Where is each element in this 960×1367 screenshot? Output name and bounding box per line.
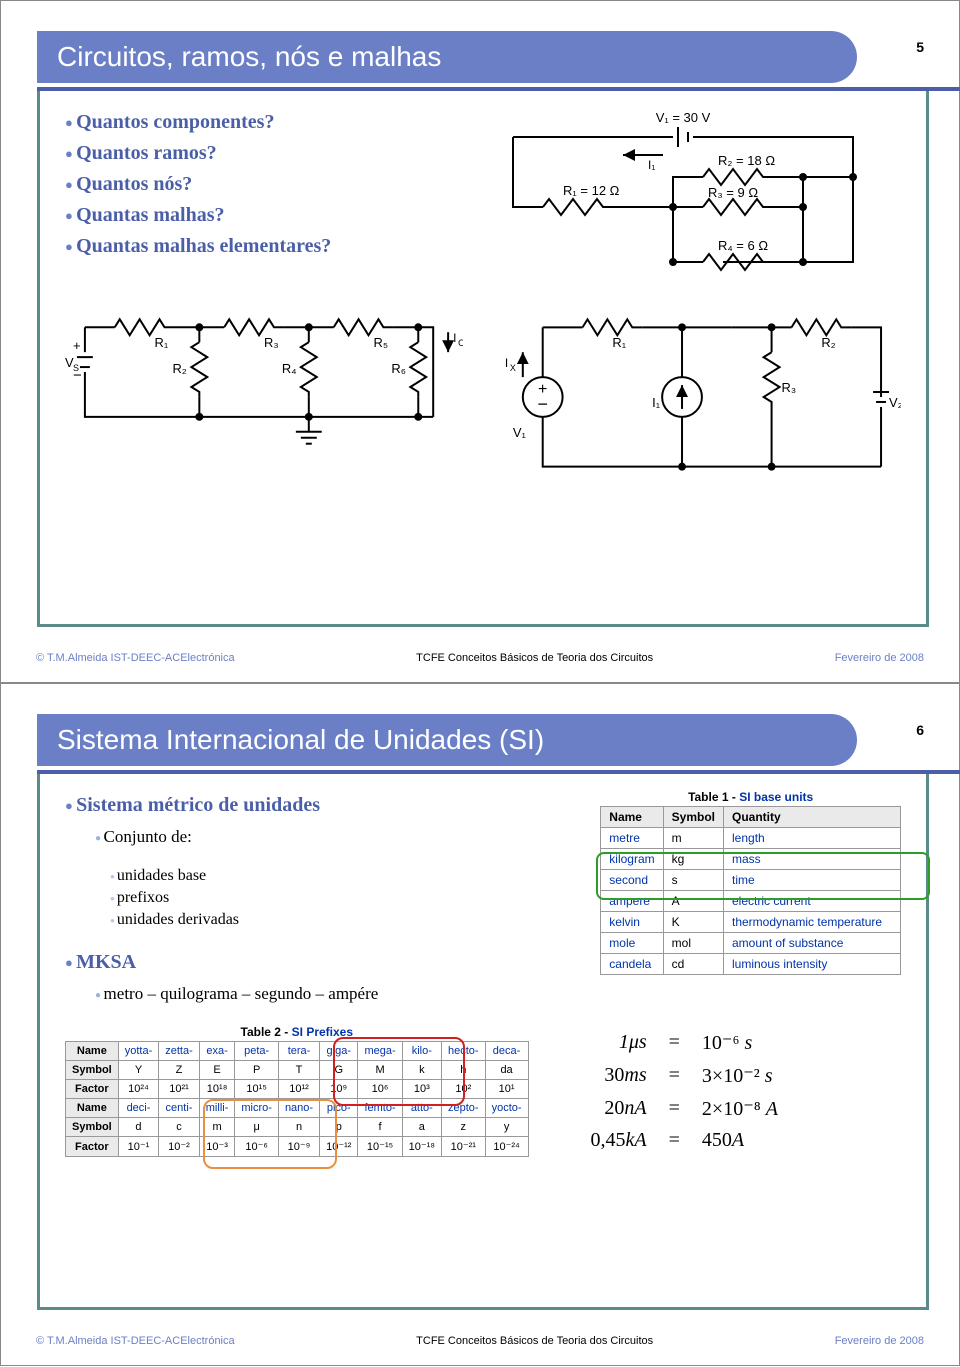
question-item: Quantas malhas elementares? [65,231,473,262]
label-r3: R₃ = 9 Ω [708,185,758,200]
svg-text:O: O [458,338,463,348]
label-r2: R₂ = 18 Ω [718,153,775,168]
slide-frame: Sistema métrico de unidades Conjunto de:… [37,770,929,1310]
th: Quantity [724,807,901,828]
si-prefixes-table: Nameyotta-zetta-exa-peta-tera-giga-mega-… [65,1041,529,1157]
slide-2: 6 Sistema Internacional de Unidades (SI)… [0,683,960,1366]
table2-caption: Table 2 - SI Prefixes [65,1025,529,1039]
question-item: Quantos ramos? [65,138,473,169]
circuit-diagram-top-right: V₁ = 30 V I₁ R₁ = 12 Ω R₂ = 18 Ω R₃ = 9 … [493,107,873,287]
slide-1: 5 Circuitos, ramos, nós e malhas Quantos… [0,0,960,683]
svg-text:R₃: R₃ [782,380,797,395]
table-row: candelacdluminous intensity [601,954,901,975]
table-row: Namedeci-centi-milli-micro-nano-pico-fem… [66,1099,529,1118]
question-list: Quantos componentes? Quantos ramos? Quan… [65,107,473,262]
page-number: 5 [916,39,924,55]
svg-text:R₂: R₂ [821,335,835,350]
svg-text:−: − [538,394,548,414]
th: Symbol [663,807,723,828]
th: Name [601,807,663,828]
question-item: Quantos nós? [65,169,473,200]
question-item: Quantos componentes? [65,107,473,138]
title-bar: Circuitos, ramos, nós e malhas [37,31,929,87]
table-row: SymbolYZEPTGMkhda [66,1061,529,1080]
sub-item: metro – quilograma – segundo – ampére [95,982,580,1006]
svg-text:+: + [73,338,81,353]
title-underline [37,770,960,774]
content-list: Sistema métrico de unidades [65,790,580,821]
subsub-item: unidades base [110,865,580,887]
table-row: kilogramkgmass [601,849,901,870]
footer-center: TCFE Conceitos Básicos de Teoria dos Cir… [416,652,653,664]
subsub-item: unidades derivadas [110,909,580,931]
table-row: metremlength [601,828,901,849]
svg-text:R₄: R₄ [282,361,297,376]
title-underline [37,87,960,91]
slide-title: Sistema Internacional de Unidades (SI) [37,714,857,766]
label-i1: I₁ [648,158,655,172]
table-row: ampereAelectric current [601,891,901,912]
sub-item: Conjunto de: [95,825,580,849]
slide-frame: Quantos componentes? Quantos ramos? Quan… [37,87,929,627]
title-bar: Sistema Internacional de Unidades (SI) [37,714,929,770]
svg-text:R₁: R₁ [155,335,169,350]
label-v1: V₁ = 30 V [656,110,711,125]
svg-text:R₆: R₆ [391,361,406,376]
footer: © T.M.Almeida IST-DEEC-ACElectrónica TCF… [36,652,924,664]
si-base-units-table: Name Symbol Quantity metremlengthkilogra… [600,806,901,975]
footer-center: TCFE Conceitos Básicos de Teoria dos Cir… [416,1335,653,1347]
svg-text:V₁: V₁ [513,425,527,440]
table-row: kelvinKthermodynamic temperature [601,912,901,933]
table-row: Factor10⁻¹10⁻²10⁻³10⁻⁶10⁻⁹10⁻¹²10⁻¹⁵10⁻¹… [66,1137,529,1157]
svg-text:R₂: R₂ [172,361,186,376]
heading-item: MKSA [65,947,580,978]
table1-caption: Table 1 - SI base units [600,790,901,804]
circuit-diagram-bottom-right: + − [483,297,901,497]
svg-text:I: I [453,331,456,345]
footer-left: © T.M.Almeida IST-DEEC-ACElectrónica [36,652,235,664]
footer-right: Fevereiro de 2008 [835,1335,924,1347]
table-row: Symboldcmμnpfazy [66,1118,529,1137]
table-row: molemolamount of substance [601,933,901,954]
question-item: Quantas malhas? [65,200,473,231]
table-row: Nameyotta-zetta-exa-peta-tera-giga-mega-… [66,1042,529,1061]
label-r4: R₄ = 6 Ω [718,238,768,253]
svg-text:X: X [510,363,516,373]
svg-text:R₁: R₁ [612,335,626,350]
svg-text:I₁: I₁ [652,395,661,410]
circuit-diagram-bottom-left: + − VS R₁ R₂ R₃ R₄ R₅ R₆ IO [65,297,463,467]
footer-left: © T.M.Almeida IST-DEEC-ACElectrónica [36,1335,235,1347]
svg-text:S: S [73,363,79,373]
footer-right: Fevereiro de 2008 [835,652,924,664]
heading-item: Sistema métrico de unidades [65,790,580,821]
svg-text:R₅: R₅ [373,335,388,350]
slide-title: Circuitos, ramos, nós e malhas [37,31,857,83]
svg-text:R₃: R₃ [264,335,279,350]
equations-list: 1μs=10⁻⁶ s 30ms=3×10⁻² s 20nA=2×10⁻⁸ A 0… [579,1025,790,1157]
footer: © T.M.Almeida IST-DEEC-ACElectrónica TCF… [36,1335,924,1347]
page-number: 6 [916,722,924,738]
svg-text:V₂: V₂ [889,395,901,410]
label-r1: R₁ = 12 Ω [563,183,620,198]
svg-text:I: I [505,356,508,370]
table-row: secondstime [601,870,901,891]
subsub-item: prefixos [110,887,580,909]
table-row: Factor10²⁴10²¹10¹⁸10¹⁵10¹²10⁹10⁶10³10²10… [66,1080,529,1099]
